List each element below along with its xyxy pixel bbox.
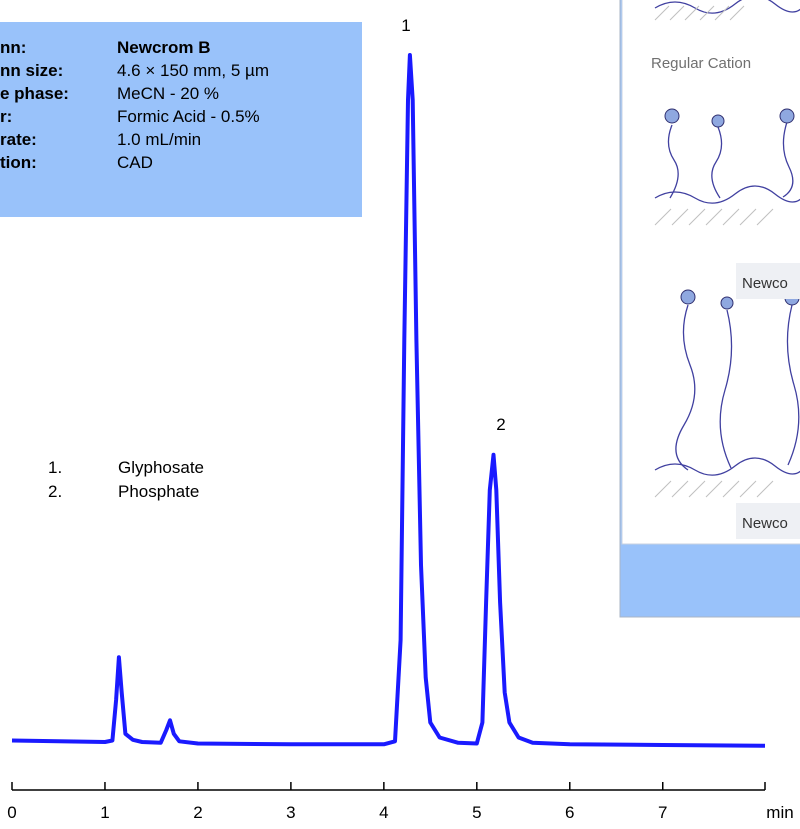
- compound-name: Phosphate: [118, 482, 199, 501]
- inset-hatch: [654, 5, 774, 498]
- x-tick-label: 7: [658, 803, 667, 822]
- x-tick-label: 5: [472, 803, 481, 822]
- compound-number: 1.: [48, 458, 62, 477]
- condition-label: e phase:: [0, 84, 69, 103]
- condition-value: 4.6 × 150 mm, 5 µm: [117, 61, 269, 80]
- peak-label: 2: [496, 415, 505, 434]
- inset-label: Newco: [742, 275, 788, 292]
- inset: Regular Cation Newco Newco: [619, 0, 800, 618]
- condition-label: tion:: [0, 153, 37, 172]
- condition-value: CAD: [117, 153, 153, 172]
- condition-label: nn size:: [0, 61, 63, 80]
- inset-label-box: [736, 503, 800, 539]
- condition-value: Newcrom B: [117, 38, 211, 57]
- condition-label: nn:: [0, 38, 26, 57]
- conditions: nn: Newcrom B nn size: 4.6 × 150 mm, 5 µm e …: [0, 38, 269, 172]
- x-tick-label: 3: [286, 803, 295, 822]
- condition-value: Formic Acid - 0.5%: [117, 107, 260, 126]
- x-tick-label: 6: [565, 803, 574, 822]
- conditions-box: [0, 22, 362, 217]
- compound-number: 2.: [48, 482, 62, 501]
- x-tick-label: 2: [193, 803, 202, 822]
- condition-label: r:: [0, 107, 12, 126]
- x-tick-label: 1: [100, 803, 109, 822]
- condition-label: rate:: [0, 130, 37, 149]
- inset-label-box: [736, 263, 800, 299]
- inset-caption: Regular Cation: [651, 55, 751, 72]
- condition-value: MeCN - 20 %: [117, 84, 219, 103]
- chromatogram-line: [11, 53, 766, 748]
- x-tick-label: 4: [379, 803, 388, 822]
- inset-label: Newco: [742, 515, 788, 532]
- x-tick-label: 0: [7, 803, 16, 822]
- compound-name: Glyphosate: [118, 458, 204, 477]
- condition-value: 1.0 mL/min: [117, 130, 201, 149]
- inset-drawing: [654, 0, 800, 476]
- peak-label: 1: [401, 16, 410, 35]
- x-unit: min: [766, 803, 793, 822]
